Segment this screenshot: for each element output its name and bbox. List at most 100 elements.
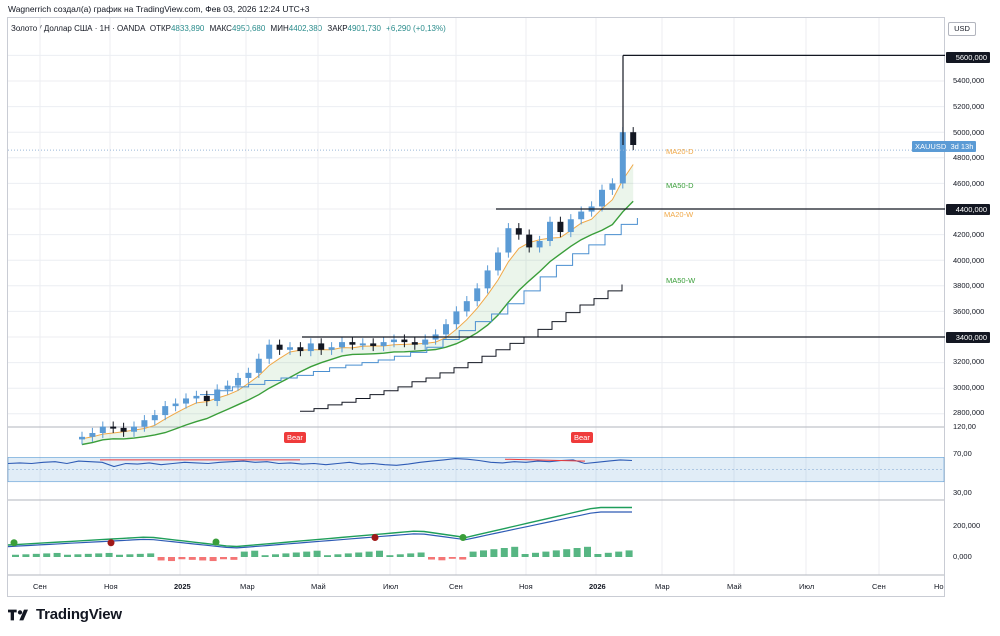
close-label: ЗАКР: [327, 24, 348, 33]
chart-frame[interactable]: [7, 17, 945, 597]
candle-body: [370, 343, 377, 346]
macd-histogram-bar: [386, 555, 394, 557]
symbol-legend: Золото / Доллар США · 1Н · OANDA ОТКР483…: [11, 24, 449, 33]
macd-histogram-bar: [563, 549, 571, 557]
price-tick: 3800,000: [953, 281, 985, 290]
bear-signal-badge: Bear: [284, 432, 306, 443]
macd-histogram-bar: [490, 549, 498, 557]
high-label: МАКС: [209, 24, 232, 33]
macd-histogram-bar: [417, 552, 425, 557]
candle-body: [443, 324, 449, 335]
macd-histogram-bar: [157, 557, 165, 561]
macd-histogram-bar: [261, 555, 269, 557]
macd-histogram-bar: [532, 552, 539, 557]
macd-histogram-bar: [313, 550, 321, 557]
candle-body: [172, 403, 179, 407]
macd-histogram-bar: [53, 552, 61, 557]
macd-histogram-bar: [542, 551, 550, 557]
macd-cross-marker: [212, 538, 220, 546]
candle-body: [287, 347, 293, 350]
price-tick: 4800,000: [953, 153, 985, 162]
time-tick: Но: [934, 582, 944, 591]
ma-fills: [82, 164, 634, 445]
time-tick: Сен: [449, 582, 463, 591]
candle-body: [141, 420, 148, 427]
macd-histogram-bar: [251, 550, 259, 557]
brand-name: TradingView: [36, 606, 122, 623]
time-tick: Май: [311, 582, 326, 591]
tradingview-icon: [8, 609, 28, 620]
macd-histogram-bar: [199, 557, 207, 561]
candle-body: [79, 436, 85, 440]
time-tick: Июл: [799, 582, 815, 591]
currency-button[interactable]: USD: [948, 22, 976, 36]
macd-histogram-bar: [168, 557, 175, 562]
rsi-tick: 120,00: [953, 422, 976, 431]
time-tick: Сен: [872, 582, 886, 591]
candle-body: [391, 339, 397, 343]
price-tick: 4000,000: [953, 256, 985, 265]
macd-histogram-bar: [178, 557, 186, 560]
time-tick: Май: [727, 582, 742, 591]
macd-histogram-bar: [500, 548, 508, 557]
price-tick: 3600,000: [953, 307, 985, 316]
ma-lines: [81, 164, 638, 446]
ma50d-label: MA50-D: [666, 181, 694, 190]
macd-histogram-bar: [220, 557, 227, 560]
oscillators: [7, 458, 633, 562]
candle-body: [224, 385, 231, 390]
candle-body: [557, 221, 564, 233]
price-tick: 3000,000: [953, 383, 985, 392]
ma50d-line: [81, 200, 634, 446]
rsi-band: [7, 457, 945, 483]
time-tick: Ноя: [519, 582, 533, 591]
candle-body: [578, 211, 585, 220]
candle-body: [619, 132, 626, 184]
macd-histogram-bar: [584, 546, 591, 557]
candle-body: [297, 347, 304, 352]
candle-body: [599, 189, 605, 207]
macd-histogram-bar: [84, 553, 92, 557]
macd-histogram-bar: [604, 552, 612, 557]
candle-body: [515, 228, 522, 235]
tradingview-logo[interactable]: TradingView: [8, 606, 122, 623]
macd-cross-marker: [107, 539, 115, 547]
macd-histogram-bar: [282, 553, 290, 557]
candle-body: [89, 433, 96, 437]
candle-body: [255, 358, 262, 373]
macd-histogram-bar: [230, 557, 238, 560]
macd-histogram-bar: [459, 557, 467, 560]
macd-histogram-bar: [480, 550, 487, 557]
symbol-name: Золото / Доллар США · 1Н · OANDA: [11, 24, 146, 33]
macd-tick: 0,000: [953, 552, 972, 561]
close-value: 4901,730: [347, 24, 381, 33]
candle-body: [151, 415, 158, 421]
candle-body: [214, 389, 221, 401]
candle-body: [484, 270, 491, 289]
candle-body: [526, 234, 533, 248]
candle-body: [307, 343, 314, 352]
macd-histogram-bar: [105, 552, 113, 557]
rsi-tick: 30,00: [953, 488, 972, 497]
candle-body: [276, 344, 283, 350]
high-value: 4950,680: [231, 24, 266, 33]
candle-body: [630, 132, 637, 145]
candle-body: [474, 288, 481, 302]
time-tick: Июл: [383, 582, 399, 591]
bear-signal-badge: Bear: [571, 432, 593, 443]
open-value: 4833,890: [170, 24, 205, 33]
candle-body: [193, 395, 200, 399]
time-tick: 2025: [174, 582, 191, 591]
candle-body: [131, 426, 137, 432]
macd-histogram-bar: [521, 554, 529, 557]
low-label: МИН: [270, 24, 289, 33]
price-tick: 5400,000: [953, 76, 985, 85]
ma20d-line: [81, 164, 634, 440]
macd-histogram-bar: [136, 553, 144, 557]
macd-histogram-bar: [552, 550, 560, 557]
price-tick: 2800,000: [953, 408, 985, 417]
candle-body: [245, 372, 252, 378]
candle-body: [110, 426, 117, 429]
candle-body: [349, 342, 356, 345]
